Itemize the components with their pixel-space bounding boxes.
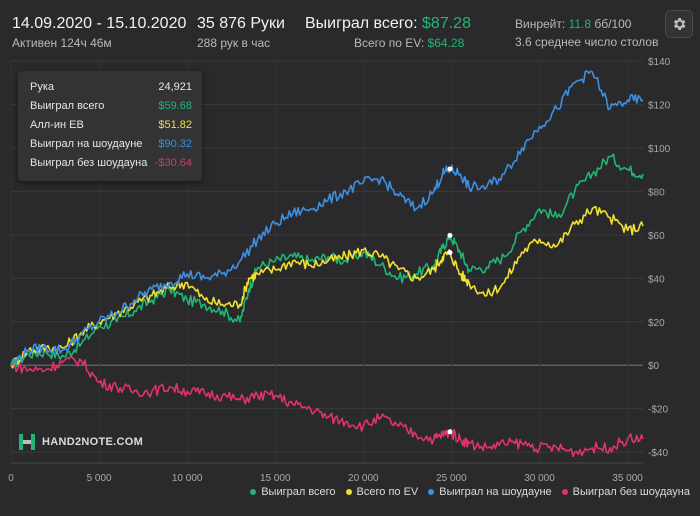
tooltip-value: -$30.64: [154, 157, 192, 169]
h2n-logo-icon: [19, 434, 35, 450]
highlight-point: [447, 233, 453, 239]
ev-value: $64.28: [427, 36, 465, 50]
y-tick-label: $100: [648, 144, 671, 155]
x-tick-label: 35 000: [612, 473, 643, 484]
legend-item-showdown[interactable]: Выиграл на шоудауне: [428, 484, 552, 500]
highlight-point: [447, 429, 453, 435]
hover-tooltip: Рука 24,921 Выиграл всего $59.68 Алл-ин …: [18, 71, 202, 181]
winrate-value: 11.8: [568, 17, 592, 31]
tooltip-label: Рука: [30, 81, 55, 93]
tooltip-row-won-total: Выиграл всего $59.68: [30, 100, 192, 118]
series-line-2: [11, 70, 644, 366]
y-tick-label: $40: [648, 274, 665, 285]
legend-label: Выиграл всего: [261, 486, 336, 498]
hands-count: 35 876 Руки: [197, 15, 285, 32]
legend-label: Всего по EV: [356, 486, 419, 498]
x-tick-label: 30 000: [524, 473, 555, 484]
legend-dot: [561, 489, 568, 495]
y-tick-label: -$20: [648, 405, 668, 416]
x-tick-label: 25 000: [436, 473, 467, 484]
winrate-label: Винрейт:: [515, 17, 566, 31]
series-line-3: [10, 355, 644, 458]
logo-text: HAND2NOTE.COM: [42, 436, 144, 448]
avg-tables: 3.6 среднее число столов: [515, 35, 659, 49]
won-total-label: Выиграл всего:: [305, 15, 418, 32]
series-line-1: [10, 206, 644, 369]
x-tick-label: 15 000: [260, 473, 291, 484]
won-total: Выиграл всего: $87.28: [305, 15, 471, 33]
winrate: Винрейт: 11.8 бб/100: [515, 17, 631, 31]
tooltip-value: $90.32: [158, 138, 192, 150]
highlight-point: [447, 250, 453, 256]
legend-label: Выиграл на шоудауне: [439, 486, 552, 498]
legend-dot: [250, 489, 257, 495]
h2n-logo: HAND2NOTE.COM: [18, 432, 143, 452]
won-total-value: $87.28: [422, 15, 471, 32]
y-tick-label: -$40: [648, 448, 668, 459]
tooltip-label: Алл-ин ЕВ: [30, 119, 84, 131]
tooltip-row-non-showdown: Выиграл без шоудауна -$30.64: [30, 157, 192, 175]
stats-header: 14.09.2020 - 15.10.2020 Активен 124ч 46м…: [0, 0, 700, 56]
tooltip-label: Выиграл без шоудауна: [30, 157, 148, 169]
tooltip-row-allin-ev: Алл-ин ЕВ $51.82: [30, 119, 192, 137]
y-tick-label: $60: [648, 231, 665, 242]
x-tick-label: 20 000: [348, 473, 379, 484]
x-tick-label: 5 000: [87, 473, 112, 484]
winrate-unit: бб/100: [594, 17, 632, 31]
chart-legend: Выиграл всего Всего по EV Выиграл на шоу…: [200, 484, 690, 500]
date-range: 14.09.2020 - 15.10.2020: [12, 15, 187, 32]
tooltip-value: 24,921: [158, 81, 192, 93]
tooltip-row-showdown: Выиграл на шоудауне $90.32: [30, 138, 192, 156]
y-tick-label: $120: [648, 100, 671, 111]
ev-total: Всего по EV: $64.28: [354, 36, 464, 50]
active-time: Активен 124ч 46м: [12, 36, 112, 50]
settings-button[interactable]: [665, 10, 693, 38]
tooltip-row-hand: Рука 24,921: [30, 81, 192, 99]
highlight-point: [447, 166, 453, 172]
series-line-0: [10, 153, 644, 368]
hands-per-hour: 288 рук в час: [197, 36, 271, 50]
legend-label: Выиграл без шоудауна: [572, 486, 690, 498]
legend-dot: [428, 489, 435, 495]
x-tick-label: 0: [8, 473, 14, 484]
tooltip-value: $51.82: [158, 119, 192, 131]
ev-label: Всего по EV:: [354, 36, 425, 50]
y-tick-label: $140: [648, 57, 671, 68]
tooltip-label: Выиграл всего: [30, 100, 105, 112]
tooltip-value: $59.68: [158, 100, 192, 112]
tooltip-label: Выиграл на шоудауне: [30, 138, 143, 150]
legend-item-non-showdown[interactable]: Выиграл без шоудауна: [561, 484, 690, 500]
y-tick-label: $0: [648, 361, 660, 372]
legend-item-ev[interactable]: Всего по EV: [345, 484, 419, 500]
gear-icon: [673, 18, 686, 30]
y-tick-label: $20: [648, 318, 665, 329]
y-tick-label: $80: [648, 187, 665, 198]
legend-dot: [345, 489, 352, 495]
x-tick-label: 10 000: [172, 473, 203, 484]
legend-item-won-total[interactable]: Выиграл всего: [250, 484, 336, 500]
